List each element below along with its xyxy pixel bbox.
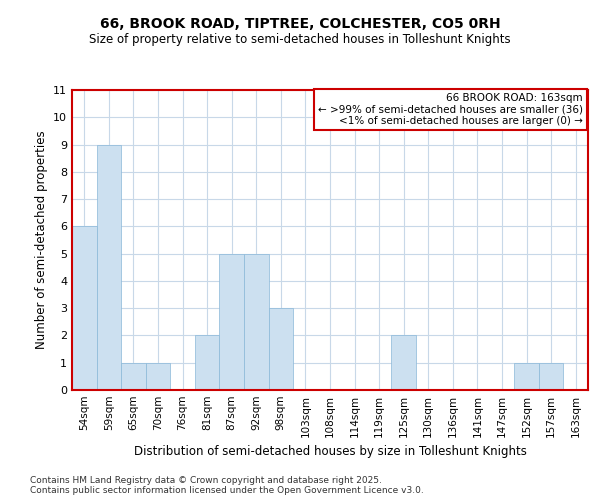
Text: Contains HM Land Registry data © Crown copyright and database right 2025.
Contai: Contains HM Land Registry data © Crown c… [30,476,424,495]
Text: 66 BROOK ROAD: 163sqm
← >99% of semi-detached houses are smaller (36)
<1% of sem: 66 BROOK ROAD: 163sqm ← >99% of semi-det… [318,93,583,126]
Bar [72,226,97,390]
Y-axis label: Number of semi-detached properties: Number of semi-detached properties [35,130,47,350]
Bar [195,336,220,390]
Bar [539,362,563,390]
Bar [121,362,146,390]
Bar [220,254,244,390]
Text: Size of property relative to semi-detached houses in Tolleshunt Knights: Size of property relative to semi-detach… [89,32,511,46]
Bar [146,362,170,390]
X-axis label: Distribution of semi-detached houses by size in Tolleshunt Knights: Distribution of semi-detached houses by … [134,446,526,458]
Bar [244,254,269,390]
Bar [269,308,293,390]
Bar [391,336,416,390]
Bar [97,144,121,390]
Bar [514,362,539,390]
Text: 66, BROOK ROAD, TIPTREE, COLCHESTER, CO5 0RH: 66, BROOK ROAD, TIPTREE, COLCHESTER, CO5… [100,18,500,32]
